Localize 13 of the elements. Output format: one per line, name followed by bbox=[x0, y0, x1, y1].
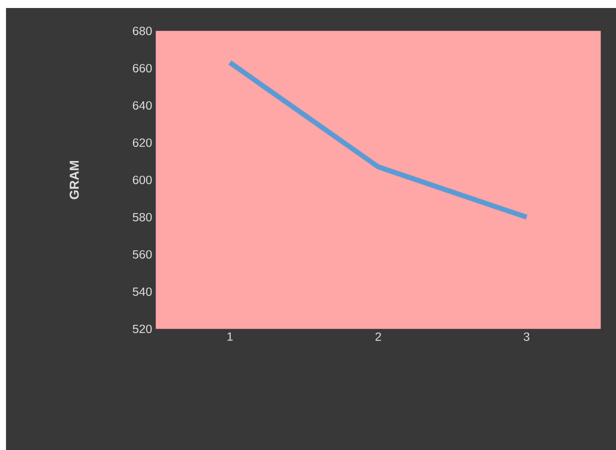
y-tick-label: 640 bbox=[132, 101, 152, 110]
y-tick-label: 620 bbox=[132, 138, 152, 147]
y-tick-label: 680 bbox=[132, 26, 152, 36]
y-tick-label: 600 bbox=[132, 176, 152, 184]
y-tick-label: 580 bbox=[132, 212, 152, 222]
x-tick-label: 1 bbox=[228, 332, 233, 341]
y-tick-label: 560 bbox=[132, 250, 152, 259]
y-tick-label: 520 bbox=[132, 324, 152, 334]
y-axis-title: GRAM bbox=[70, 161, 79, 200]
y-tick-label: 540 bbox=[132, 287, 152, 296]
x-tick-label: 2 bbox=[376, 332, 381, 341]
x-tick-label: 3 bbox=[524, 332, 530, 341]
y-tick-label: 660 bbox=[132, 64, 152, 72]
